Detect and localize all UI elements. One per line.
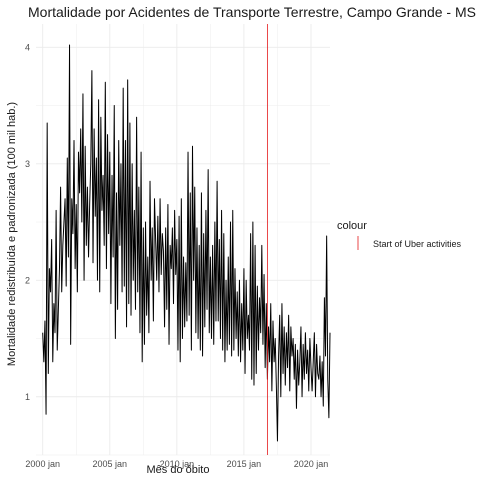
x-axis-label: Mês do óbito xyxy=(147,464,210,476)
y-tick-label: 1 xyxy=(25,392,30,402)
y-tick-label: 2 xyxy=(25,275,30,285)
y-tick-label: 4 xyxy=(25,42,30,52)
grid xyxy=(36,24,330,456)
x-tick-label: 2000 jan xyxy=(25,459,60,469)
tick-labels: 1 2 3 4 2000 jan 2005 jan 2010 jan 2015 jan 2020… xyxy=(25,42,328,469)
x-tick-label: 2010 jan xyxy=(160,459,195,469)
chart-title: Mortalidade por Acidentes de Transporte … xyxy=(28,4,480,20)
y-axis-label: Mortalidade redistribuída e padronizada … xyxy=(6,102,18,366)
x-tick-label: 2015 jan xyxy=(227,459,262,469)
legend-label: Start of Uber activities xyxy=(373,239,462,249)
legend: colour Start of Uber activities xyxy=(337,220,462,250)
x-tick-label: 2005 jan xyxy=(93,459,128,469)
y-tick-label: 3 xyxy=(25,159,30,169)
x-tick-label: 2020 jan xyxy=(294,459,329,469)
legend-title: colour xyxy=(337,220,367,232)
series-line xyxy=(42,44,331,442)
